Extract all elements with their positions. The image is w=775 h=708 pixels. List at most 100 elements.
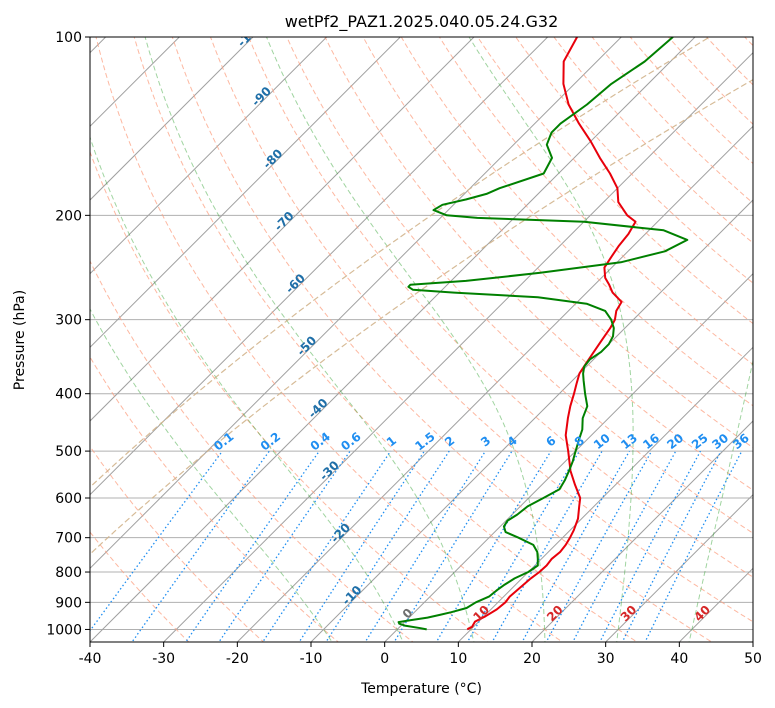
- dry-adiabat-10: [90, 150, 489, 642]
- isotherm-label-blue-7: -30: [317, 458, 342, 483]
- y-tick-label-400: 400: [55, 387, 82, 403]
- x-tick-label--40: -40: [79, 651, 102, 667]
- mixing-ratio-line-3: [218, 450, 351, 642]
- mixing-ratio-label-14: 20: [664, 431, 686, 452]
- x-tick-label--20: -20: [226, 651, 249, 667]
- plot-area: 0.1 0.2 0.4 0.6 1 1.5 2 3 4 6 8 10 13 16 20 253036-100-…: [0, 10, 753, 654]
- isotherm-label-blue-9: -10: [339, 583, 364, 608]
- mixing-ratio-line-5: [298, 450, 425, 642]
- mixing-ratio-label-0: 0.1: [211, 429, 236, 453]
- isotherm-10: [457, 346, 753, 642]
- moist-adiabat-30: [468, 37, 634, 642]
- dry-adiabat--30: [90, 531, 190, 642]
- mixing-ratio-line-10: [466, 450, 580, 642]
- chart-title: wetPf2_PAZ1.2025.040.05.24.G32: [285, 12, 559, 32]
- axis-ticks: -40 -30 -20 -10 0 10 20 30 40 5010020030040050060…: [46, 30, 762, 667]
- mixing-ratio-line-14: [572, 450, 677, 642]
- isotherm--110: [90, 37, 181, 128]
- mixing-ratio-label-6: 2: [442, 433, 457, 449]
- sounding-profiles: [397, 37, 689, 631]
- mixing-ratio-line-13: [545, 450, 653, 642]
- isotherm--70: [90, 37, 475, 422]
- isotherm-label-blue-2: -80: [260, 146, 285, 171]
- dry-adiabat-180: [705, 37, 753, 86]
- y-tick-label-800: 800: [55, 565, 82, 581]
- y-tick-label-200: 200: [55, 208, 82, 224]
- y-axis-label: Pressure (hPa): [12, 290, 28, 390]
- profile-line-0: [466, 37, 637, 631]
- mixing-ratio-line-1: [131, 450, 270, 642]
- mixing-ratio-line-8: [393, 450, 513, 642]
- mixing-ratio-line-9: [435, 450, 552, 642]
- profile-line-1: [397, 37, 689, 631]
- mixing-ratio-line-2: [185, 450, 320, 642]
- isotherm--20: [236, 125, 753, 642]
- dry-adiabat-90: [362, 37, 753, 449]
- dry-adiabat--20: [90, 445, 265, 642]
- y-tick-label-1000: 1000: [46, 622, 82, 638]
- moist-adiabat--10: [90, 308, 333, 642]
- dry-adiabat-60: [248, 37, 753, 578]
- dry-adiabat-70: [286, 37, 753, 534]
- isotherm--40: [90, 37, 696, 642]
- y-tick-label-900: 900: [55, 595, 82, 611]
- isotherm--30: [162, 51, 753, 642]
- isotherm-label-blue-4: -60: [283, 271, 308, 296]
- isotherm--60: [90, 37, 549, 496]
- isotherm--80: [90, 37, 402, 349]
- mixing-ratio-label-9: 6: [543, 433, 558, 449]
- mixing-ratio-line-17: [644, 450, 743, 642]
- mixing-ratio-line-16: [621, 450, 722, 642]
- moist-adiabat-10: [144, 37, 475, 642]
- isotherm--50: [90, 37, 623, 570]
- isotherm-50: [752, 641, 753, 642]
- isotherm--90: [90, 37, 328, 275]
- isotherm-label-red-3: 40: [691, 603, 713, 625]
- mixing-ratio-line-6: [325, 450, 450, 642]
- x-tick-label-50: 50: [744, 651, 762, 667]
- isotherm-0: [383, 272, 753, 642]
- isotherm--130: [0, 10, 59, 654]
- isotherm-label-blue-5: -50: [294, 333, 319, 358]
- x-tick-label-30: 30: [597, 651, 615, 667]
- mixing-ratio-label-11: 10: [591, 431, 613, 452]
- isotherm-20: [531, 420, 753, 642]
- x-tick-label-10: 10: [449, 651, 467, 667]
- y-tick-label-700: 700: [55, 531, 82, 547]
- mixing-ratio-label-7: 3: [478, 433, 493, 449]
- isotherm-label-blue-8: -20: [328, 520, 353, 545]
- x-tick-label-20: 20: [523, 651, 541, 667]
- isotherm--100: [90, 37, 254, 201]
- dry-adiabat-50: [209, 37, 753, 623]
- isotherm-label-blue-1: -90: [249, 84, 274, 109]
- dry-adiabat-170: [667, 37, 753, 125]
- mixing-ratio-line-11: [491, 450, 603, 642]
- moist-adiabat-40: [688, 358, 753, 642]
- isotherm--10: [310, 199, 753, 642]
- reference-curve-1: [90, 37, 711, 489]
- mixing-ratio-label-2: 0.4: [308, 429, 333, 453]
- moist-adiabat-0: [90, 135, 404, 642]
- mixing-ratio-line-7: [364, 450, 486, 642]
- background-lines: [0, 10, 753, 654]
- mixing-ratio-lines: [90, 450, 743, 642]
- x-tick-label-0: 0: [380, 651, 389, 667]
- dry-adiabat-130: [515, 37, 753, 284]
- mixing-ratio-label-13: 16: [640, 431, 662, 452]
- x-axis-label: Temperature (°C): [360, 681, 482, 697]
- mixing-ratio-line-4: [262, 450, 392, 642]
- dry-adiabat-140: [553, 37, 753, 244]
- mixing-ratio-label-3: 0.6: [338, 429, 363, 453]
- isotherm-40: [678, 567, 753, 642]
- mixing-ratio-label-16: 30: [709, 431, 731, 452]
- plot-frame: [89, 36, 754, 643]
- y-tick-label-500: 500: [55, 444, 82, 460]
- dry-adiabat-20: [95, 37, 564, 642]
- dry-adiabat-80: [324, 37, 753, 491]
- mixing-ratio-label-4: 1: [384, 433, 399, 449]
- isotherm-label-red-0: 10: [470, 603, 492, 625]
- dry-adiabat-30: [133, 37, 638, 642]
- isotherm-label-blue-3: -70: [271, 209, 296, 234]
- x-tick-label--30: -30: [152, 651, 175, 667]
